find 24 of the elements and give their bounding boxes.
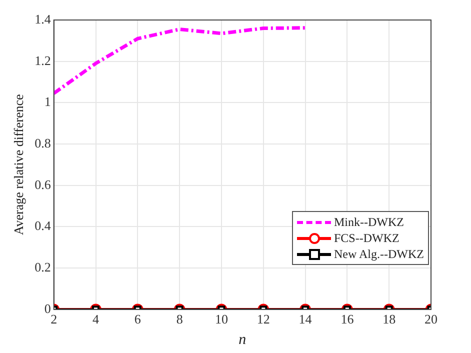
y-tick-label: 0.2 bbox=[34, 259, 51, 274]
x-axis-title: n bbox=[238, 332, 246, 348]
line-series bbox=[54, 26, 308, 96]
y-tick-label: 1.2 bbox=[34, 52, 51, 68]
y-tick-label: 0 bbox=[44, 300, 51, 316]
y-tick-label: 1 bbox=[44, 94, 51, 110]
x-tick-label: 4 bbox=[92, 312, 100, 327]
x-tick-label: 16 bbox=[340, 312, 354, 327]
y-tick-label: 0.8 bbox=[34, 135, 51, 150]
legend-label: New Alg.--DWKZ bbox=[334, 246, 424, 262]
x-tick-label: 10 bbox=[214, 312, 228, 327]
x-tick-label: 12 bbox=[256, 312, 270, 327]
legend-label: Mink--DWKZ bbox=[334, 214, 404, 230]
y-tick-label: 1.4 bbox=[34, 11, 52, 26]
x-tick-label: 20 bbox=[424, 312, 438, 327]
x-tick-label: 6 bbox=[134, 312, 142, 327]
x-tick-label: 14 bbox=[298, 312, 312, 327]
x-tick-label: 18 bbox=[382, 312, 396, 327]
x-tick-label: 8 bbox=[176, 312, 183, 327]
x-tick-label: 2 bbox=[50, 312, 58, 327]
legend-label: FCS--DWKZ bbox=[334, 230, 400, 246]
y-axis-title: Average relative difference bbox=[11, 94, 26, 236]
y-tick-label: 0.4 bbox=[34, 218, 52, 234]
y-tick-label: 0.6 bbox=[34, 176, 52, 192]
